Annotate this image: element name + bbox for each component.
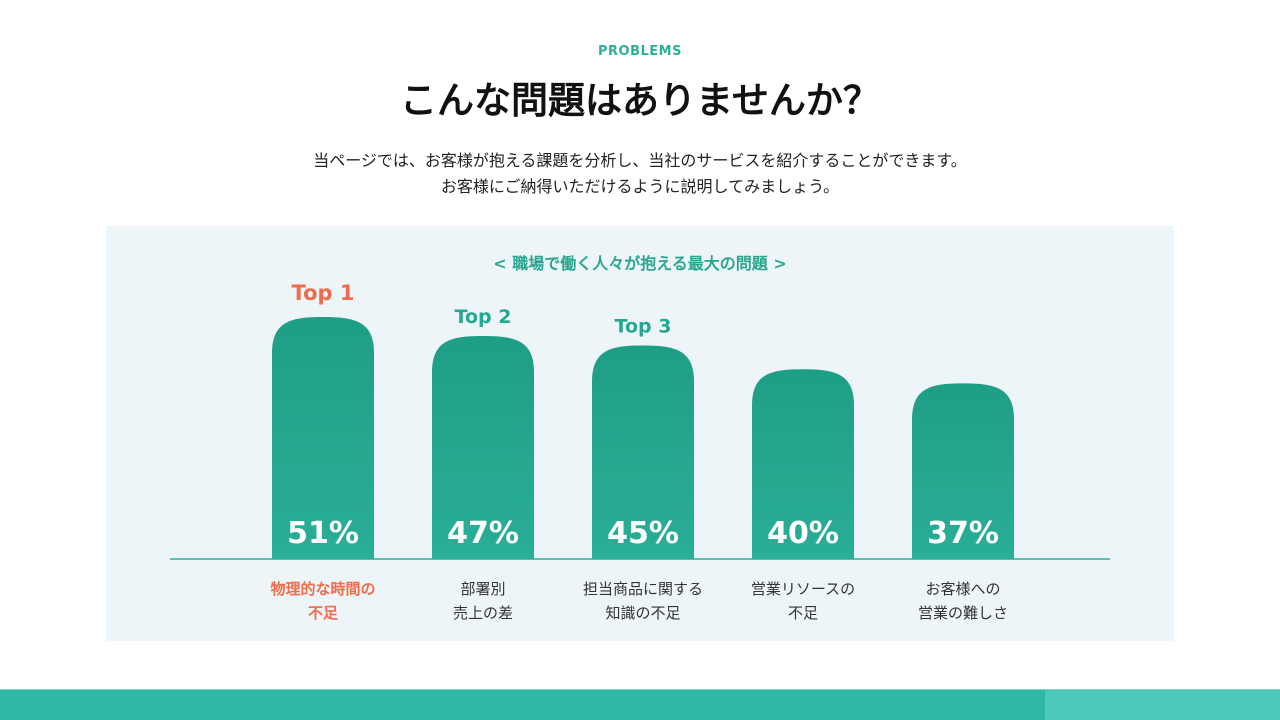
bar-value-label: 45% bbox=[607, 516, 679, 551]
category-label: 不足 bbox=[308, 604, 339, 622]
footer-band bbox=[0, 690, 1045, 720]
rank-label: Top 1 bbox=[292, 281, 355, 305]
footer-band-accent bbox=[1045, 690, 1280, 720]
chart-title: < 職場で働く人々が抱える最大の問題 > bbox=[493, 254, 787, 273]
description-line: お客様にご納得いただけるように説明してみましょう。 bbox=[440, 177, 840, 196]
bar bbox=[912, 383, 1014, 559]
description-line: 当ページでは、お客様が抱える課題を分析し、当社のサービスを紹介することができます… bbox=[313, 151, 967, 170]
category-label: お客様への bbox=[925, 580, 1000, 598]
bar-value-label: 51% bbox=[287, 516, 359, 551]
bar-value-label: 47% bbox=[447, 516, 519, 551]
section-eyebrow: PROBLEMS bbox=[598, 44, 682, 59]
rank-label: Top 3 bbox=[615, 315, 672, 337]
bar bbox=[272, 317, 374, 559]
bar-value-label: 40% bbox=[767, 516, 839, 551]
bar bbox=[432, 335, 534, 559]
category-label: 知識の不足 bbox=[605, 604, 680, 622]
bar bbox=[592, 345, 694, 559]
bar bbox=[752, 369, 854, 559]
rank-label: Top 2 bbox=[455, 306, 512, 328]
category-label: 売上の差 bbox=[453, 604, 513, 622]
page-description: 当ページでは、お客様が抱える課題を分析し、当社のサービスを紹介することができます… bbox=[0, 148, 1280, 200]
category-label: 営業の難しさ bbox=[918, 604, 1008, 622]
page-title: こんな問題はありませんか？ bbox=[400, 79, 880, 122]
bar-value-label: 37% bbox=[927, 516, 999, 551]
category-label: 営業リソースの bbox=[751, 580, 855, 598]
category-label: 不足 bbox=[788, 604, 818, 622]
category-label: 担当商品に関する bbox=[583, 580, 703, 598]
category-label: 物理的な時間の bbox=[270, 580, 375, 598]
category-label: 部署別 bbox=[460, 580, 505, 598]
